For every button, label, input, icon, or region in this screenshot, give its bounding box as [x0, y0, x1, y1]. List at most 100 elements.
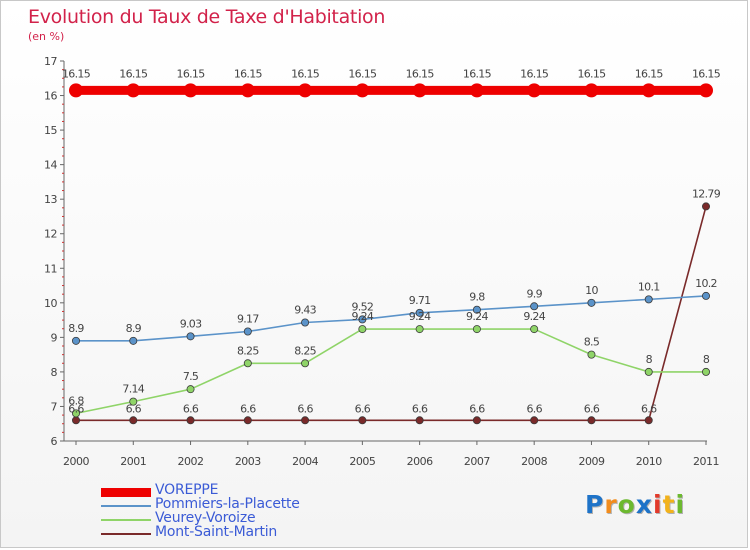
data-label: 16.15	[62, 67, 91, 80]
data-label: 10	[585, 284, 598, 297]
data-point	[472, 325, 481, 334]
data-label: 8.5	[584, 336, 600, 349]
logo-letter: i	[653, 490, 663, 519]
data-label: 16.15	[577, 67, 606, 80]
data-point	[584, 83, 599, 98]
data-label: 6.6	[68, 402, 84, 415]
x-tick-label: 2008	[521, 455, 547, 468]
data-point	[301, 359, 310, 368]
data-label: 16.15	[234, 67, 263, 80]
x-tick-label: 2001	[120, 455, 146, 468]
data-label: 9.24	[409, 310, 431, 323]
data-label: 8.9	[126, 322, 142, 335]
data-point	[530, 416, 539, 425]
legend-item: VOREPPE	[101, 482, 361, 499]
data-point	[644, 367, 653, 376]
data-point	[186, 385, 195, 394]
data-point	[243, 359, 252, 368]
data-label: 7.5	[183, 370, 199, 383]
data-point	[469, 83, 484, 98]
logo-letter: o	[617, 490, 636, 519]
data-label: 7.14	[122, 383, 144, 396]
legend-item: Veurey-Voroize	[101, 510, 361, 527]
data-point	[129, 397, 138, 406]
logo-letter: x	[635, 490, 653, 519]
x-tick-label: 2000	[63, 455, 89, 468]
data-point	[69, 83, 83, 98]
data-point	[358, 416, 367, 425]
x-tick-label: 2011	[693, 455, 719, 468]
data-label: 6.6	[297, 402, 313, 415]
data-point	[358, 315, 367, 324]
y-tick-label: 12	[44, 228, 57, 241]
data-label: 6.8	[68, 394, 84, 407]
data-point	[186, 416, 195, 425]
data-point	[587, 298, 596, 307]
data-point	[702, 291, 711, 300]
y-tick-label: 13	[44, 193, 57, 206]
data-label: 10.1	[638, 280, 660, 293]
data-point	[72, 409, 81, 418]
chart-subtitle: (en %)	[28, 30, 65, 43]
data-label: 10.2	[695, 277, 717, 290]
legend-swatch	[101, 519, 151, 521]
data-label: 8.9	[68, 322, 84, 335]
chart-title: Evolution du Taux de Taxe d'Habitation	[28, 6, 386, 28]
legend-item: Mont-Saint-Martin	[101, 524, 361, 541]
legend-swatch	[101, 487, 151, 497]
data-label: 6.6	[355, 402, 371, 415]
data-label: 6.6	[126, 402, 142, 415]
data-point	[72, 416, 81, 425]
data-label: 6.6	[641, 402, 657, 415]
data-label: 16.15	[692, 67, 721, 80]
data-point	[644, 416, 653, 425]
data-point	[415, 416, 424, 425]
data-label: 6.6	[412, 402, 428, 415]
y-tick-label: 10	[44, 297, 57, 310]
logo-letter: t	[662, 490, 676, 519]
data-label: 9.24	[466, 310, 488, 323]
data-point	[129, 416, 138, 425]
logo-letter: i	[675, 490, 686, 519]
y-tick-label: 16	[44, 90, 57, 103]
data-label: 8.25	[294, 344, 316, 357]
data-label: 6.6	[240, 402, 256, 415]
data-point	[415, 325, 424, 334]
data-label: 6.6	[183, 402, 199, 415]
data-label: 16.15	[119, 67, 148, 80]
x-tick-label: 2009	[578, 455, 604, 468]
data-point	[72, 336, 81, 345]
data-point	[699, 83, 713, 98]
legend-label: VOREPPE	[155, 482, 219, 498]
x-tick-label: 2004	[292, 455, 318, 468]
data-point	[530, 302, 539, 311]
data-label: 9.03	[180, 317, 202, 330]
logo-letter: r	[604, 490, 618, 519]
data-label: 9.17	[237, 312, 259, 325]
data-label: 8.25	[237, 344, 259, 357]
data-point	[129, 336, 138, 345]
data-point	[240, 83, 255, 98]
data-label: 8	[703, 353, 710, 366]
data-point	[415, 308, 424, 317]
data-point	[527, 83, 542, 98]
data-label: 6.6	[584, 402, 600, 415]
x-tick-label: 2003	[235, 455, 261, 468]
data-point	[702, 367, 711, 376]
x-tick-label: 2010	[636, 455, 662, 468]
data-point	[530, 325, 539, 334]
y-tick-label: 17	[44, 55, 57, 68]
data-label: 16.15	[520, 67, 549, 80]
data-label: 8	[646, 353, 653, 366]
legend-swatch	[101, 533, 151, 535]
data-label: 16.15	[635, 67, 664, 80]
data-point	[412, 83, 427, 98]
legend-label: Pommiers-la-Placette	[155, 496, 300, 512]
x-tick-label: 2002	[178, 455, 204, 468]
y-tick-label: 15	[44, 124, 57, 137]
y-tick-label: 8	[51, 366, 58, 379]
data-label: 16.15	[348, 67, 377, 80]
x-tick-label: 2005	[349, 455, 375, 468]
